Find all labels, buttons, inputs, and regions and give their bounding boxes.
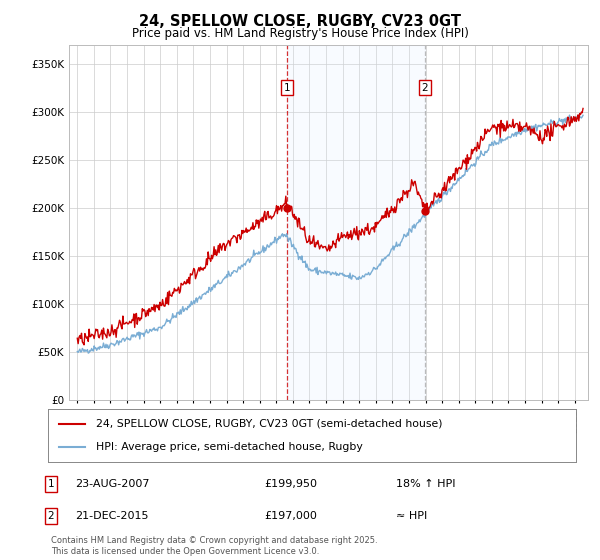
Text: HPI: Average price, semi-detached house, Rugby: HPI: Average price, semi-detached house,…: [95, 442, 362, 452]
Text: 21-DEC-2015: 21-DEC-2015: [75, 511, 149, 521]
Text: £197,000: £197,000: [264, 511, 317, 521]
Text: 2: 2: [422, 82, 428, 92]
Text: £199,950: £199,950: [264, 479, 317, 489]
Text: 23-AUG-2007: 23-AUG-2007: [75, 479, 149, 489]
Text: 1: 1: [47, 479, 55, 489]
Text: 18% ↑ HPI: 18% ↑ HPI: [396, 479, 455, 489]
Text: Price paid vs. HM Land Registry's House Price Index (HPI): Price paid vs. HM Land Registry's House …: [131, 27, 469, 40]
Text: 24, SPELLOW CLOSE, RUGBY, CV23 0GT: 24, SPELLOW CLOSE, RUGBY, CV23 0GT: [139, 14, 461, 29]
Bar: [287, 45, 425, 400]
Text: Contains HM Land Registry data © Crown copyright and database right 2025.
This d: Contains HM Land Registry data © Crown c…: [51, 536, 377, 556]
Text: ≈ HPI: ≈ HPI: [396, 511, 427, 521]
Text: 2: 2: [47, 511, 55, 521]
Text: 1: 1: [284, 82, 290, 92]
Text: 24, SPELLOW CLOSE, RUGBY, CV23 0GT (semi-detached house): 24, SPELLOW CLOSE, RUGBY, CV23 0GT (semi…: [95, 419, 442, 429]
